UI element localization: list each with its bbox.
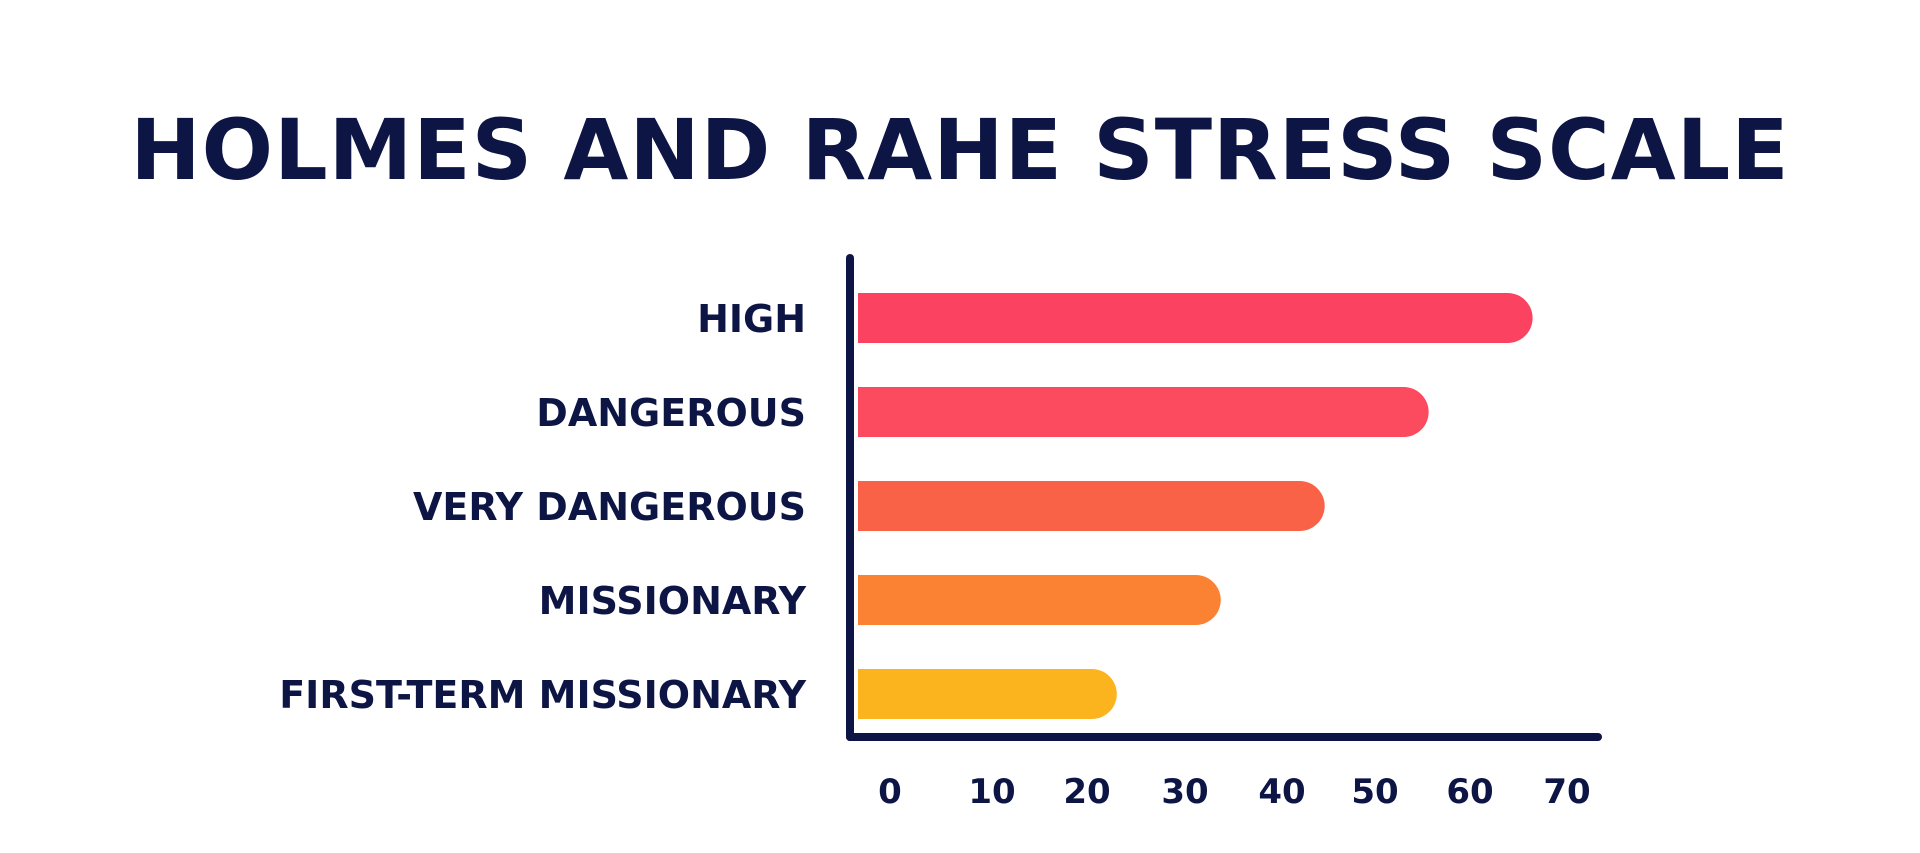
x-tick-label: 20	[1063, 772, 1110, 812]
x-tick-labels: 0 10 20 30 40 50 60 70	[878, 772, 1591, 812]
bar-first-term-missionary	[858, 669, 1117, 719]
category-labels: HIGH DANGEROUS VERY DANGEROUS MISSIONARY FIR…	[279, 297, 806, 717]
x-tick-label: 60	[1446, 772, 1493, 812]
category-label: FIRST-TERM MISSIONARY	[279, 673, 806, 717]
category-label: VERY DANGEROUS	[413, 485, 806, 529]
category-label: DANGEROUS	[536, 391, 806, 435]
axes	[846, 254, 1602, 741]
x-tick-label: 40	[1258, 772, 1305, 812]
x-tick-label: 0	[878, 772, 902, 812]
x-tick-label: 70	[1543, 772, 1590, 812]
x-tick-label: 10	[968, 772, 1015, 812]
chart-title: HOLMES AND RAHE STRESS SCALE	[130, 101, 1790, 199]
bar-dangerous	[858, 387, 1429, 437]
bar-missionary	[858, 575, 1221, 625]
bar-high	[858, 293, 1533, 343]
bar-very-dangerous	[858, 481, 1325, 531]
category-label: HIGH	[697, 297, 806, 341]
category-label: MISSIONARY	[539, 579, 807, 623]
bars-group	[858, 293, 1533, 719]
x-tick-label: 30	[1161, 772, 1208, 812]
x-tick-label: 50	[1351, 772, 1398, 812]
